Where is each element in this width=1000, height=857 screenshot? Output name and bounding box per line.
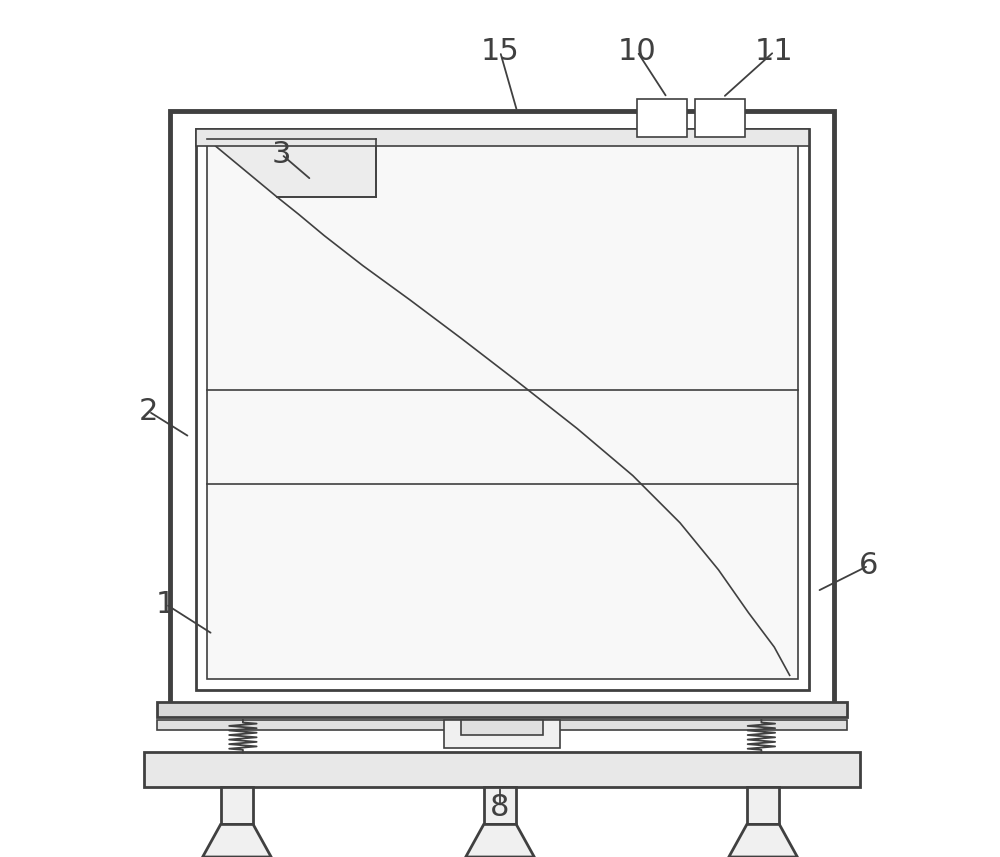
Polygon shape [729, 824, 797, 857]
Bar [461, 720, 543, 735]
Text: 2: 2 [139, 397, 158, 426]
Polygon shape [207, 139, 376, 197]
Text: 11: 11 [755, 37, 794, 66]
Text: 10: 10 [618, 37, 656, 66]
Text: 3: 3 [272, 140, 291, 169]
Bar [637, 99, 687, 137]
Bar [747, 787, 779, 824]
Text: 6: 6 [859, 551, 878, 580]
Bar [444, 720, 560, 748]
Polygon shape [203, 824, 271, 857]
Text: 1: 1 [156, 590, 175, 619]
Bar [196, 129, 809, 146]
Text: 15: 15 [481, 37, 519, 66]
Polygon shape [466, 824, 534, 857]
Bar [157, 702, 847, 717]
Bar [170, 111, 834, 707]
Bar [207, 139, 798, 679]
Bar [695, 99, 745, 137]
Bar [484, 787, 516, 824]
Bar [157, 720, 847, 730]
Bar [196, 129, 809, 690]
Bar [221, 787, 253, 824]
Bar [144, 752, 860, 787]
Text: 8: 8 [490, 793, 510, 822]
